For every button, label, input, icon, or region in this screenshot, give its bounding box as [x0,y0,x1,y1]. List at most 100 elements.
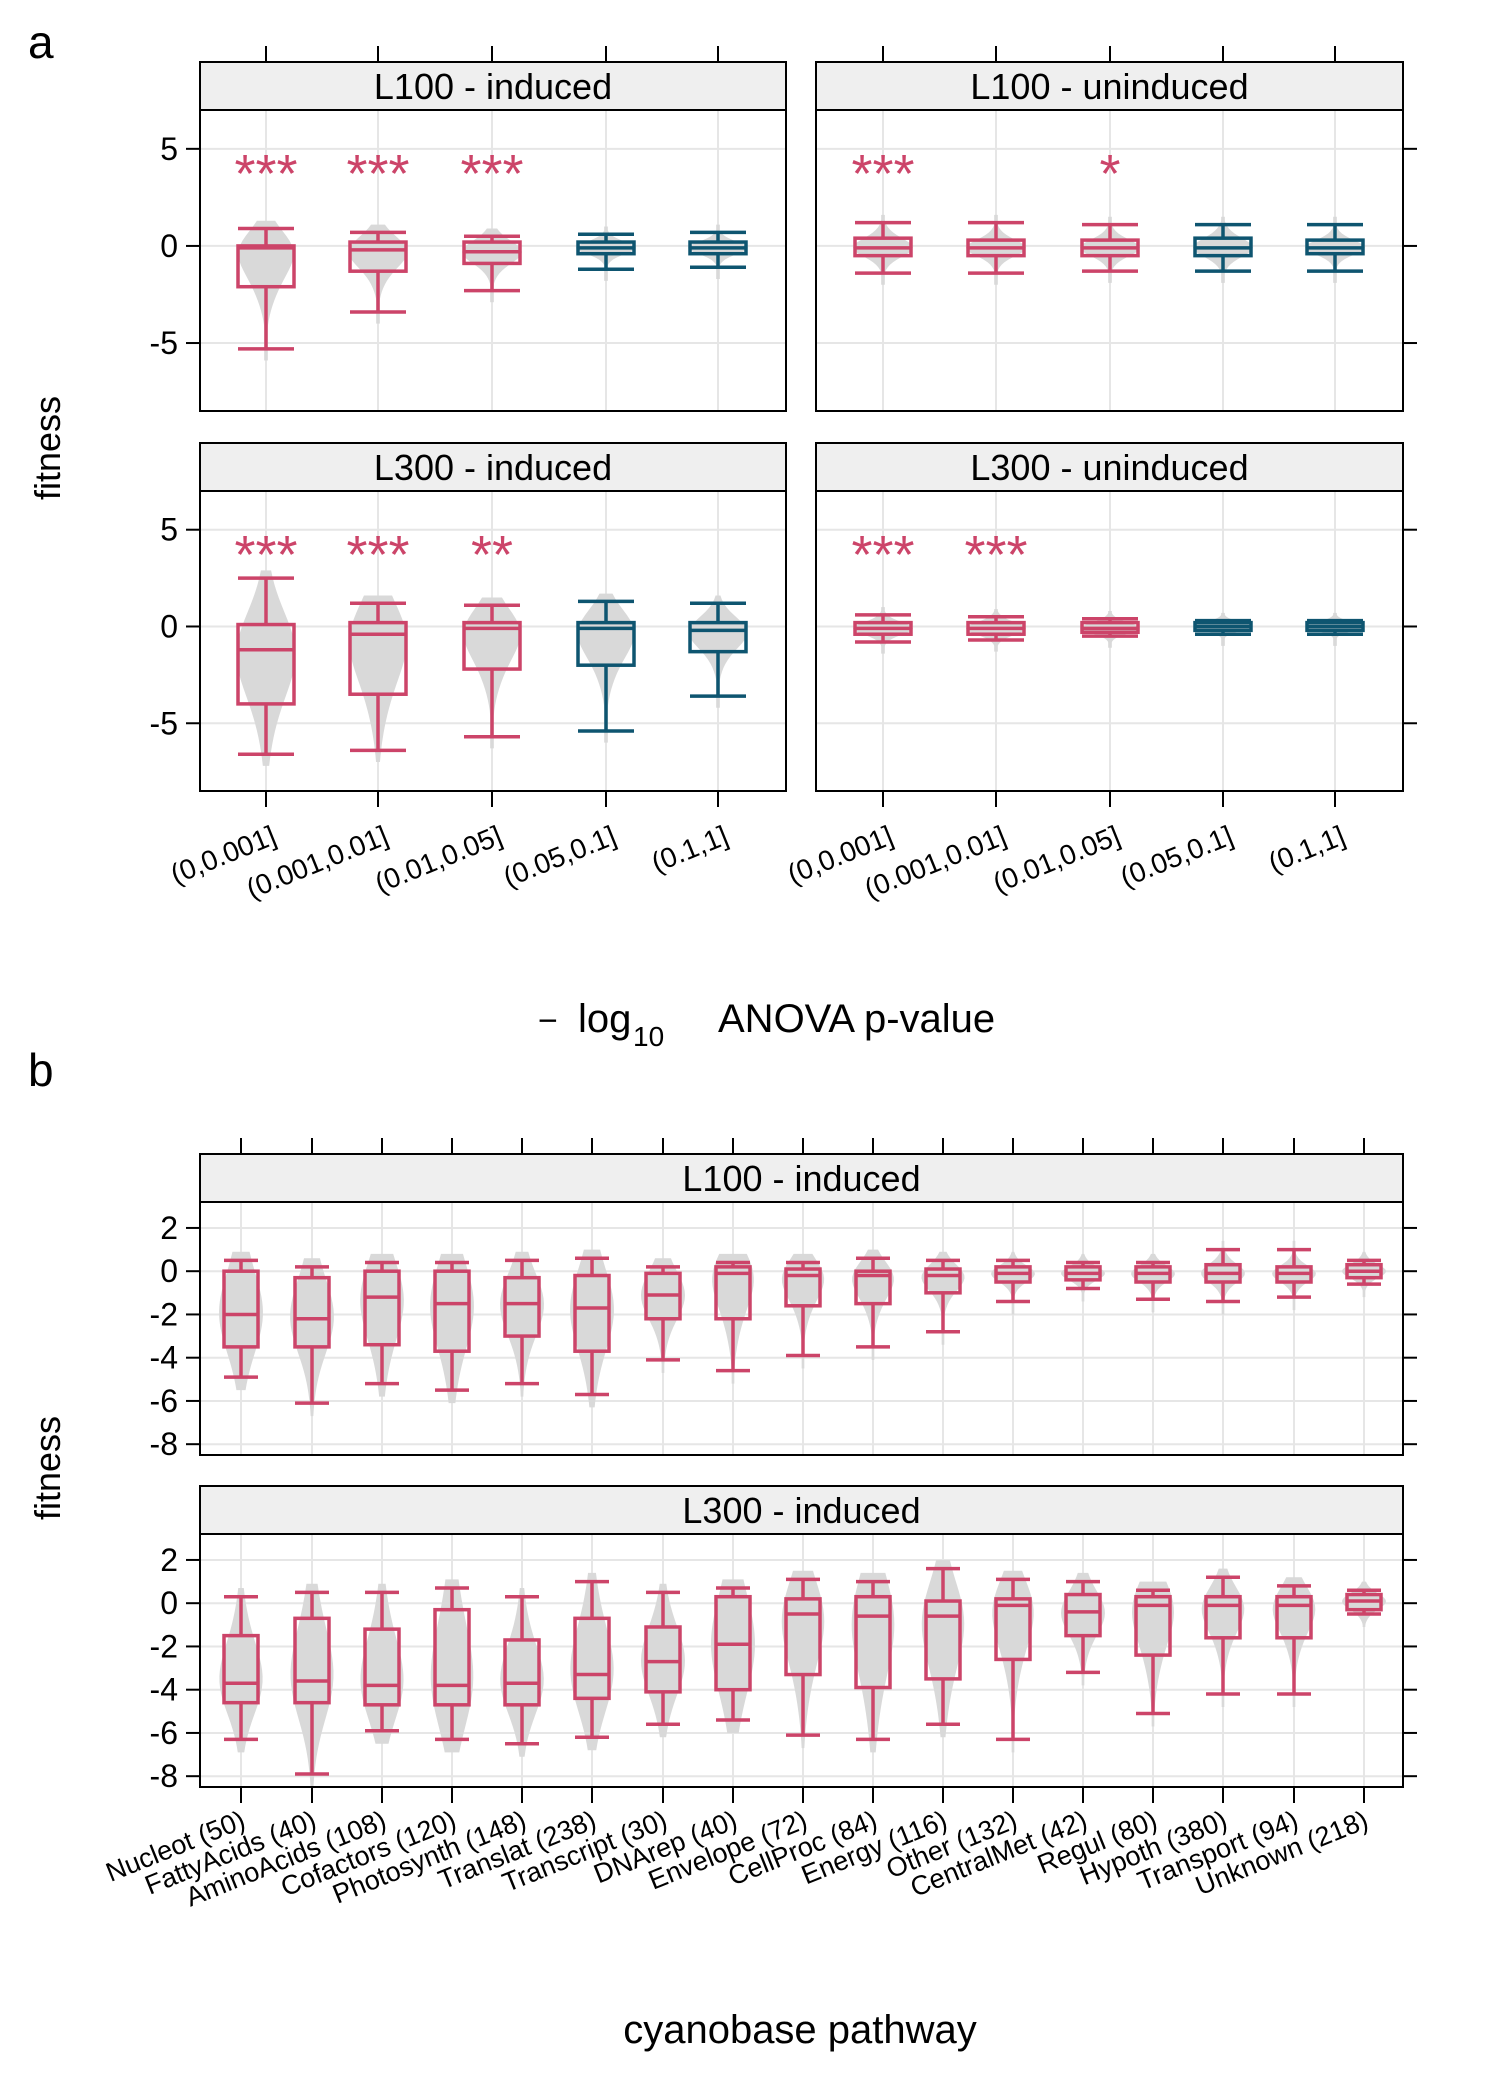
significance-stars: *** [346,525,409,585]
violin [290,1583,334,1787]
violin [500,1251,544,1397]
violin [853,214,913,285]
box-0 [853,607,913,654]
box-iqr [784,1597,822,1677]
box-iqr [714,1265,752,1321]
violin [966,214,1026,285]
y-tick-label: 2 [160,1542,178,1578]
box-6 [641,1583,685,1738]
violin [1272,1240,1316,1311]
box-10 [921,1251,965,1345]
box-iqr [503,1275,541,1338]
panel-frame [199,1533,1404,1788]
box-5 [570,1572,614,1751]
box-iqr [348,240,408,273]
facet-strip [199,1485,1404,1535]
facet-a-3: L300 - uninduced*** ***(0,0.001](0.001,0.… [783,442,1417,905]
y-tick-label: -4 [150,1672,178,1708]
x-axis-label-minus: − [538,1002,558,1040]
facet-strip [199,1153,1404,1203]
facet-strip [815,442,1404,492]
box-3 [430,1253,474,1404]
box-3 [576,593,636,743]
box-iqr [363,1269,401,1347]
box-12 [1061,1572,1105,1686]
violin [219,1251,263,1391]
box-8 [781,1570,825,1749]
violin [570,1249,614,1408]
violin [853,607,913,654]
y-tick-label: -5 [150,325,178,361]
violin [711,1579,755,1733]
violin [349,595,407,762]
y-axis-label-a: fitness [27,396,68,500]
significance-stars: *** [234,144,297,204]
x-tick-label: (0.01,0.05] [371,820,507,899]
box-iqr [573,1273,611,1353]
box-iqr [1134,1594,1172,1657]
box-0 [236,570,296,766]
box-3 [430,1579,474,1753]
y-tick-label: -6 [150,1715,178,1751]
box-iqr [433,1269,471,1353]
violin [500,1588,544,1757]
box-8 [781,1253,825,1369]
box-iqr [784,1267,822,1308]
panel-label-b: b [28,1044,54,1096]
box-1 [290,1583,334,1787]
significance-stars: *** [851,525,914,585]
box-iqr [348,620,408,696]
violin [290,1258,334,1417]
box-iqr [994,1597,1032,1662]
box-0 [853,214,913,285]
violin [641,1258,685,1373]
significance-stars: *** [460,144,523,204]
box-6 [641,1258,685,1373]
x-tick-label: (0.01,0.05] [989,820,1125,899]
box-2 [360,1253,404,1397]
box-15 [1272,1240,1316,1311]
significance-stars: *** [851,144,914,204]
box-15 [1272,1577,1316,1707]
y-tick-label: 5 [160,512,178,548]
box-14 [1201,1568,1245,1707]
y-tick-label: 0 [160,1253,178,1289]
violin [1305,216,1365,283]
box-iqr [293,1616,331,1705]
facet-strip-label: L300 - induced [682,1490,920,1531]
box-iqr [236,622,296,706]
box-iqr [462,620,522,671]
box-3 [1193,216,1253,283]
box-2 [1080,611,1140,648]
box-1 [348,224,408,324]
violin [1061,1572,1105,1686]
significance-stars: *** [964,525,1027,585]
violin [236,570,296,766]
violin [430,1253,474,1404]
y-tick-label: 0 [160,228,178,264]
box-7 [712,1253,754,1384]
box-iqr [222,1269,260,1349]
box-iqr [293,1275,331,1349]
box-1 [966,609,1026,652]
violin [966,609,1026,652]
box-13 [1131,1253,1175,1313]
panel-frame [199,1201,1404,1456]
y-tick-label: -4 [150,1340,178,1376]
facet-b-0: L100 - induced -8 -6 -4 -2 0 2 [150,1138,1417,1462]
box-5 [570,1249,614,1408]
panel-label-a: a [28,16,54,68]
y-tick-label: 0 [160,1585,178,1621]
box-2 [1080,216,1140,283]
y-tick-label: 0 [160,608,178,644]
violin [1080,216,1140,283]
box-2 [360,1583,404,1744]
box-7 [711,1579,755,1733]
y-tick-label: -5 [150,705,178,741]
box-10 [921,1559,965,1738]
box-13 [1131,1581,1175,1727]
significance-stars: *** [234,525,297,585]
box-2 [462,597,522,749]
